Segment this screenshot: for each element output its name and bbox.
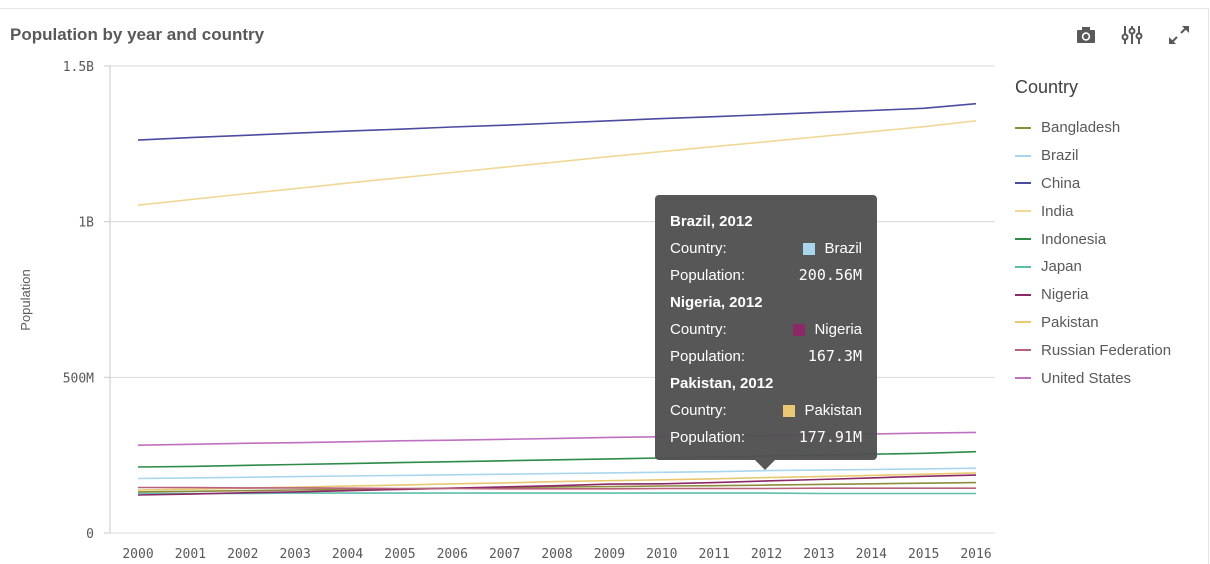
x-tick-label: 2004 xyxy=(332,547,363,562)
series-line-brazil xyxy=(137,467,977,480)
y-axis-title: Population xyxy=(18,269,33,330)
tooltip-key: Population: xyxy=(670,429,746,446)
legend-swatch xyxy=(1015,154,1031,157)
legend-swatch xyxy=(1015,293,1031,296)
tooltip-heading: Pakistan, 2012 xyxy=(670,375,774,392)
legend-label: Indonesia xyxy=(1041,230,1107,248)
camera-icon[interactable] xyxy=(1073,22,1099,48)
tooltip-color-swatch xyxy=(793,323,806,336)
chart-title: Population by year and country xyxy=(10,25,265,44)
tooltip-key: Country: xyxy=(670,321,727,338)
x-tick-label: 2016 xyxy=(960,547,991,562)
chart-panel xyxy=(0,8,1209,564)
line-chart: 0 500M 1B 1.5B 2000 2001 2002 2003 2004 2005 2006… xyxy=(18,60,995,562)
tooltip-country-row: Country: Brazil xyxy=(670,235,862,262)
x-tick-label: 2006 xyxy=(437,547,468,562)
legend-item[interactable]: India xyxy=(1015,197,1171,225)
tooltip-pointer xyxy=(755,460,775,470)
legend-swatch xyxy=(1015,377,1031,380)
x-tick-label: 2009 xyxy=(594,547,625,562)
legend-swatch xyxy=(1015,126,1031,129)
legend-label: Russian Federation xyxy=(1041,341,1172,359)
legend-item[interactable]: China xyxy=(1015,170,1171,198)
tooltip-color-swatch xyxy=(803,242,816,255)
tooltip-population-row: Population: 200.56M xyxy=(670,262,862,289)
legend-item[interactable]: Bangladesh xyxy=(1015,114,1171,142)
x-tick-label: 2013 xyxy=(803,547,834,562)
tooltip-color-swatch xyxy=(783,404,796,417)
tooltip-heading: Nigeria, 2012 xyxy=(670,294,763,311)
legend-item[interactable]: Nigeria xyxy=(1015,281,1171,309)
grid xyxy=(104,65,995,534)
series-lines xyxy=(137,102,977,496)
legend-label: China xyxy=(1041,174,1081,192)
x-tick-label: 2014 xyxy=(856,547,887,562)
legend-label: India xyxy=(1041,202,1074,220)
series-line-russian-federation xyxy=(138,486,976,490)
legend-swatch xyxy=(1015,321,1031,324)
legend-title: Country xyxy=(1015,77,1079,97)
tooltip: Brazil, 2012 Country: Brazil Population: 200… xyxy=(655,195,877,470)
legend-label: Japan xyxy=(1041,258,1082,276)
x-tick-label: 2015 xyxy=(908,547,939,562)
tooltip-population-row: Population: 167.3M xyxy=(670,343,862,370)
series-line-nigeria xyxy=(137,474,977,496)
y-axis: 0 500M 1B 1.5B xyxy=(63,60,94,542)
legend-label: Pakistan xyxy=(1041,313,1099,331)
tooltip-heading: Brazil, 2012 xyxy=(670,213,753,230)
x-tick-label: 2002 xyxy=(227,547,258,562)
x-tick-label: 2000 xyxy=(122,547,153,562)
series-line-china xyxy=(137,102,977,141)
y-tick-label: 1.5B xyxy=(63,60,94,75)
x-tick-label: 2012 xyxy=(751,547,782,562)
x-tick-label: 2001 xyxy=(175,547,206,562)
tooltip-value: 167.3M xyxy=(807,347,862,365)
legend-label: Brazil xyxy=(1041,147,1079,165)
legend-item[interactable]: Indonesia xyxy=(1015,225,1171,253)
legend-label: United States xyxy=(1041,369,1132,387)
series-line-india xyxy=(137,120,977,206)
tooltip-key: Country: xyxy=(670,402,727,419)
tooltip-population-row: Population: 177.91M xyxy=(670,424,862,451)
legend-swatch xyxy=(1015,349,1031,352)
legend-swatch xyxy=(1015,238,1031,241)
legend-swatch xyxy=(1015,210,1031,213)
tooltip-country-row: Country: Pakistan xyxy=(670,397,862,424)
series-line-bangladesh xyxy=(137,481,977,493)
tooltip-value: Brazil xyxy=(803,235,862,262)
legend-item[interactable]: Pakistan xyxy=(1015,309,1171,337)
tooltip-key: Population: xyxy=(670,348,746,365)
tooltip-key: Population: xyxy=(670,267,746,284)
legend-item[interactable]: United States xyxy=(1015,364,1171,392)
tooltip-value: Nigeria xyxy=(793,316,862,343)
legend-label: Bangladesh xyxy=(1041,119,1121,137)
x-tick-label: 2005 xyxy=(384,547,415,562)
tooltip-value: 200.56M xyxy=(798,266,862,284)
tooltip-key: Country: xyxy=(670,240,727,257)
legend-swatch xyxy=(1015,182,1031,185)
expand-icon[interactable] xyxy=(1166,22,1192,48)
x-tick-label: 2007 xyxy=(489,547,520,562)
x-tick-label: 2003 xyxy=(279,547,310,562)
tooltip-value: 177.91M xyxy=(798,428,862,446)
y-tick-label: 500M xyxy=(63,371,94,386)
legend-item[interactable]: Russian Federation xyxy=(1015,336,1171,364)
legend-item[interactable]: Brazil xyxy=(1015,142,1171,170)
x-tick-label: 2008 xyxy=(541,547,572,562)
legend-item[interactable]: Japan xyxy=(1015,253,1171,281)
x-tick-label: 2011 xyxy=(698,547,729,562)
legend-label: Nigeria xyxy=(1041,286,1089,304)
y-tick-label: 0 xyxy=(86,527,94,542)
legend-swatch xyxy=(1015,265,1031,268)
x-tick-label: 2010 xyxy=(646,547,677,562)
x-axis: 2000 2001 2002 2003 2004 2005 2006 2007 2008 2009… xyxy=(122,547,991,562)
tooltip-country-row: Country: Nigeria xyxy=(670,316,862,343)
tooltip-value: Pakistan xyxy=(783,397,862,424)
sliders-icon[interactable] xyxy=(1119,22,1145,48)
y-tick-label: 1B xyxy=(78,216,94,231)
legend: Bangladesh Brazil China India Indonesia Japan… xyxy=(1015,114,1171,392)
